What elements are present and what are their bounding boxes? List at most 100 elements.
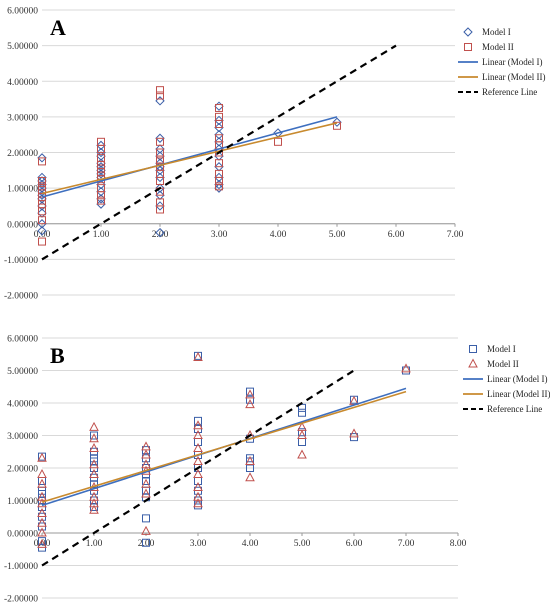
y-tick-label: 5.00000 [7, 42, 38, 52]
x-tick-label: 2.00 [138, 539, 155, 549]
y-tick-label: 5.00000 [7, 367, 38, 377]
data-point-square [38, 182, 46, 191]
data-point-diamond [155, 151, 165, 161]
data-point-square [215, 103, 223, 112]
data-point-square [215, 182, 223, 191]
data-point-square [156, 137, 164, 146]
data-point-triangle [37, 468, 47, 478]
data-point-triangle [245, 472, 255, 482]
data-point-diamond [214, 101, 224, 111]
data-point-triangle [89, 421, 99, 431]
data-point-triangle [193, 481, 203, 491]
x-tick-label: 6.00 [388, 230, 405, 240]
data-point-diamond [155, 172, 165, 183]
y-tick-label: 3.00000 [7, 432, 38, 442]
data-point-square [156, 205, 164, 214]
x-tick-label: 4.00 [270, 230, 287, 240]
data-point-square [215, 159, 223, 168]
data-point-triangle [245, 389, 255, 399]
data-point-triangle [193, 420, 203, 430]
data-point-square [142, 477, 150, 485]
data-point-triangle [297, 429, 307, 439]
data-point-triangle [193, 429, 203, 439]
y-tick-label: -2.00000 [4, 292, 38, 302]
data-point-diamond [155, 183, 165, 193]
data-point-triangle [37, 517, 47, 527]
x-tick-label: 5.00 [329, 230, 346, 240]
data-point-diamond [37, 172, 47, 183]
data-point-diamond [96, 147, 106, 158]
legend-label: Linear (Model I) [487, 374, 547, 384]
data-point-square [90, 431, 98, 440]
data-point-triangle [141, 449, 151, 459]
x-tick-label: 1.00 [86, 539, 103, 549]
panel-a-chart: -2.00000 -1.00000 0.00000 1.00000 2.00000 3.0… [4, 7, 546, 302]
legend-marker [463, 27, 473, 37]
data-point-diamond [214, 115, 224, 126]
data-point-diamond [214, 129, 224, 140]
x-tick-label: 7.00 [447, 230, 464, 240]
data-point-square [215, 177, 223, 185]
data-point-diamond [155, 227, 165, 238]
data-point-triangle [89, 504, 99, 514]
data-point-triangle [193, 498, 203, 508]
data-point-triangle [349, 428, 359, 438]
data-point-triangle [37, 538, 47, 548]
data-point-triangle [193, 442, 203, 452]
y-tick-label: 1.00000 [7, 497, 38, 507]
data-point-square [298, 428, 306, 437]
data-point-square [38, 490, 46, 498]
data-point-diamond [155, 158, 165, 168]
panel-b-chart: -2.00000 -1.00000 0.00000 1.00000 2.00000 3.0… [4, 335, 550, 605]
legend-label: Linear (Model II) [482, 72, 545, 82]
y-tick-label: 6.00000 [7, 335, 38, 345]
data-point-square [298, 438, 306, 446]
y-tick-label: 6.00000 [7, 7, 38, 17]
data-point-square [156, 86, 164, 95]
data-point-square [156, 177, 164, 185]
data-point-triangle [297, 449, 307, 459]
data-point-diamond [37, 219, 47, 229]
data-point-square [298, 403, 306, 412]
panel-label: B [50, 343, 65, 368]
data-point-diamond [155, 165, 165, 176]
legend-label: Model I [487, 344, 516, 354]
data-point-square [333, 121, 341, 130]
legend-label: Linear (Model II) [487, 389, 550, 399]
legend-label: Reference Line [482, 87, 537, 97]
data-point-diamond [214, 122, 224, 133]
legend-label: Linear (Model I) [482, 57, 542, 67]
y-tick-label: -1.00000 [4, 562, 38, 572]
data-point-triangle [401, 363, 411, 373]
y-tick-label: 4.00000 [7, 78, 38, 88]
data-point-triangle [37, 527, 47, 537]
data-point-square [38, 207, 46, 216]
data-point-square [38, 196, 46, 205]
data-point-diamond [96, 140, 106, 151]
trend-line [41, 122, 338, 195]
legend-label: Model II [487, 359, 519, 369]
legend-label: Reference Line [487, 404, 542, 414]
x-tick-label: 2.00 [152, 230, 169, 240]
data-point-square [246, 395, 254, 404]
data-point-diamond [37, 153, 47, 163]
y-tick-label: -2.00000 [4, 595, 38, 605]
reference-line [41, 369, 355, 567]
data-point-square [38, 157, 46, 166]
x-tick-label: 7.00 [398, 539, 415, 549]
trend-line [41, 390, 407, 503]
y-tick-label: 3.00000 [7, 113, 38, 123]
y-tick-label: -1.00000 [4, 256, 38, 266]
y-tick-label: 2.00000 [7, 465, 38, 475]
data-point-diamond [332, 117, 342, 127]
data-point-triangle [89, 442, 99, 452]
y-tick-label: 0.00000 [7, 530, 38, 540]
legend-label: Model I [482, 27, 511, 37]
data-point-square [274, 137, 282, 146]
data-point-diamond [96, 186, 106, 197]
data-point-triangle [37, 478, 47, 488]
data-point-diamond [214, 137, 224, 147]
x-tick-label: 4.00 [242, 539, 259, 549]
data-point-triangle [37, 507, 47, 517]
data-point-diamond [155, 201, 165, 211]
